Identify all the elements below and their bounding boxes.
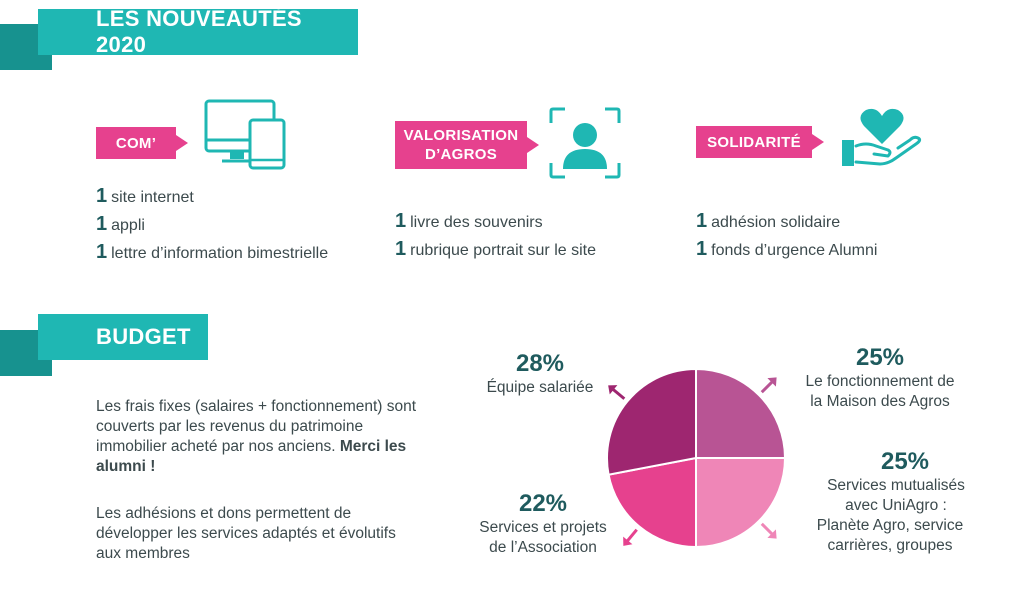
slice-services-mutualises <box>695 457 787 549</box>
list-item: 1 rubrique portrait sur le site <box>395 238 596 260</box>
slice-equipe <box>606 367 697 476</box>
budget-title-bar: BUDGET <box>38 314 208 360</box>
com-list: 1 site internet 1 appli 1 lettre d’informat… <box>96 183 328 267</box>
slice-value: 22% <box>518 490 568 517</box>
list-item: 1 appli <box>96 213 145 235</box>
slice-text: Le fonctionnement de <box>805 373 955 390</box>
slice-text: Services mutualisés <box>827 477 965 494</box>
devices-icon <box>204 99 286 170</box>
budget-pie-chart <box>606 367 787 549</box>
slice-text: Planète Agro, service <box>816 517 964 534</box>
valorisation-tag-line1: VALORISATION <box>403 127 519 144</box>
heart-hand-icon <box>842 108 922 166</box>
list-item: 1 site internet <box>96 185 194 207</box>
slice-label-services-mutualises: 25% Services mutualisés avec UniAgro : P… <box>800 448 980 556</box>
slice-arrow-head <box>608 385 618 395</box>
list-item: 1 livre des souvenirs <box>395 210 543 232</box>
solidarite-list: 1 adhésion solidaire 1 fonds d’urgence Alu… <box>696 208 877 264</box>
slice-text: carrières, groupes <box>827 537 953 554</box>
valorisation-tag-line2: D’AGROS <box>424 146 498 163</box>
budget-title: BUDGET <box>96 324 191 349</box>
com-tag-label: COM’ <box>115 134 157 152</box>
slice-arrow-line <box>611 387 626 400</box>
slice-text: Équipe salariée <box>486 379 594 396</box>
slice-text: Services et projets <box>479 519 607 536</box>
list-item: 1 fonds d’urgence Alumni <box>696 238 878 260</box>
slice-text: la Maison des Agros <box>810 393 950 410</box>
slice-text: de l’Association <box>489 539 597 556</box>
slice-arrow-line <box>760 522 775 537</box>
slice-value: 25% <box>880 448 930 475</box>
slice-value: 28% <box>515 350 565 377</box>
budget-paragraph-1: Les frais fixes (salaires + fonctionneme… <box>96 398 417 475</box>
list-item: 1 adhésion solidaire <box>696 210 841 232</box>
slice-text: avec UniAgro : <box>845 497 947 514</box>
user-portrait-icon <box>549 107 621 179</box>
slice-label-fonctionnement: 25% Le fonctionnement de la Maison des A… <box>790 344 970 412</box>
budget-thanks: Merci les alumni ! <box>96 438 407 475</box>
slice-arrow-head <box>623 536 633 546</box>
page-title: LES NOUVEAUTÉS 2020 <box>96 6 302 57</box>
header-title-bar: LES NOUVEAUTÉS 2020 <box>38 6 358 57</box>
slice-arrow-line <box>760 379 775 394</box>
slice-arrow-line <box>625 528 638 543</box>
slice-arrow-head <box>767 529 777 539</box>
slice-value: 25% <box>855 344 905 371</box>
budget-paragraph-2: Les adhésions et dons permettent de déve… <box>96 505 396 562</box>
valorisation-tag: VALORISATION D’AGROS <box>395 121 539 169</box>
valorisation-list: 1 livre des souvenirs 1 rubrique portrait … <box>395 208 596 264</box>
slice-fonctionnement <box>695 367 787 459</box>
solidarite-tag-label: SOLIDARITÉ <box>707 133 801 151</box>
com-tag: COM’ <box>96 127 188 159</box>
slice-services-projets <box>607 456 697 549</box>
slice-label-services-projets: 22% Services et projets de l’Association <box>458 490 628 558</box>
slice-arrow-head <box>767 377 777 387</box>
solidarite-tag: SOLIDARITÉ <box>696 126 824 158</box>
slice-label-equipe: 28% Équipe salariée <box>470 350 610 398</box>
list-item: 1 lettre d’information bimestrielle <box>96 241 329 263</box>
